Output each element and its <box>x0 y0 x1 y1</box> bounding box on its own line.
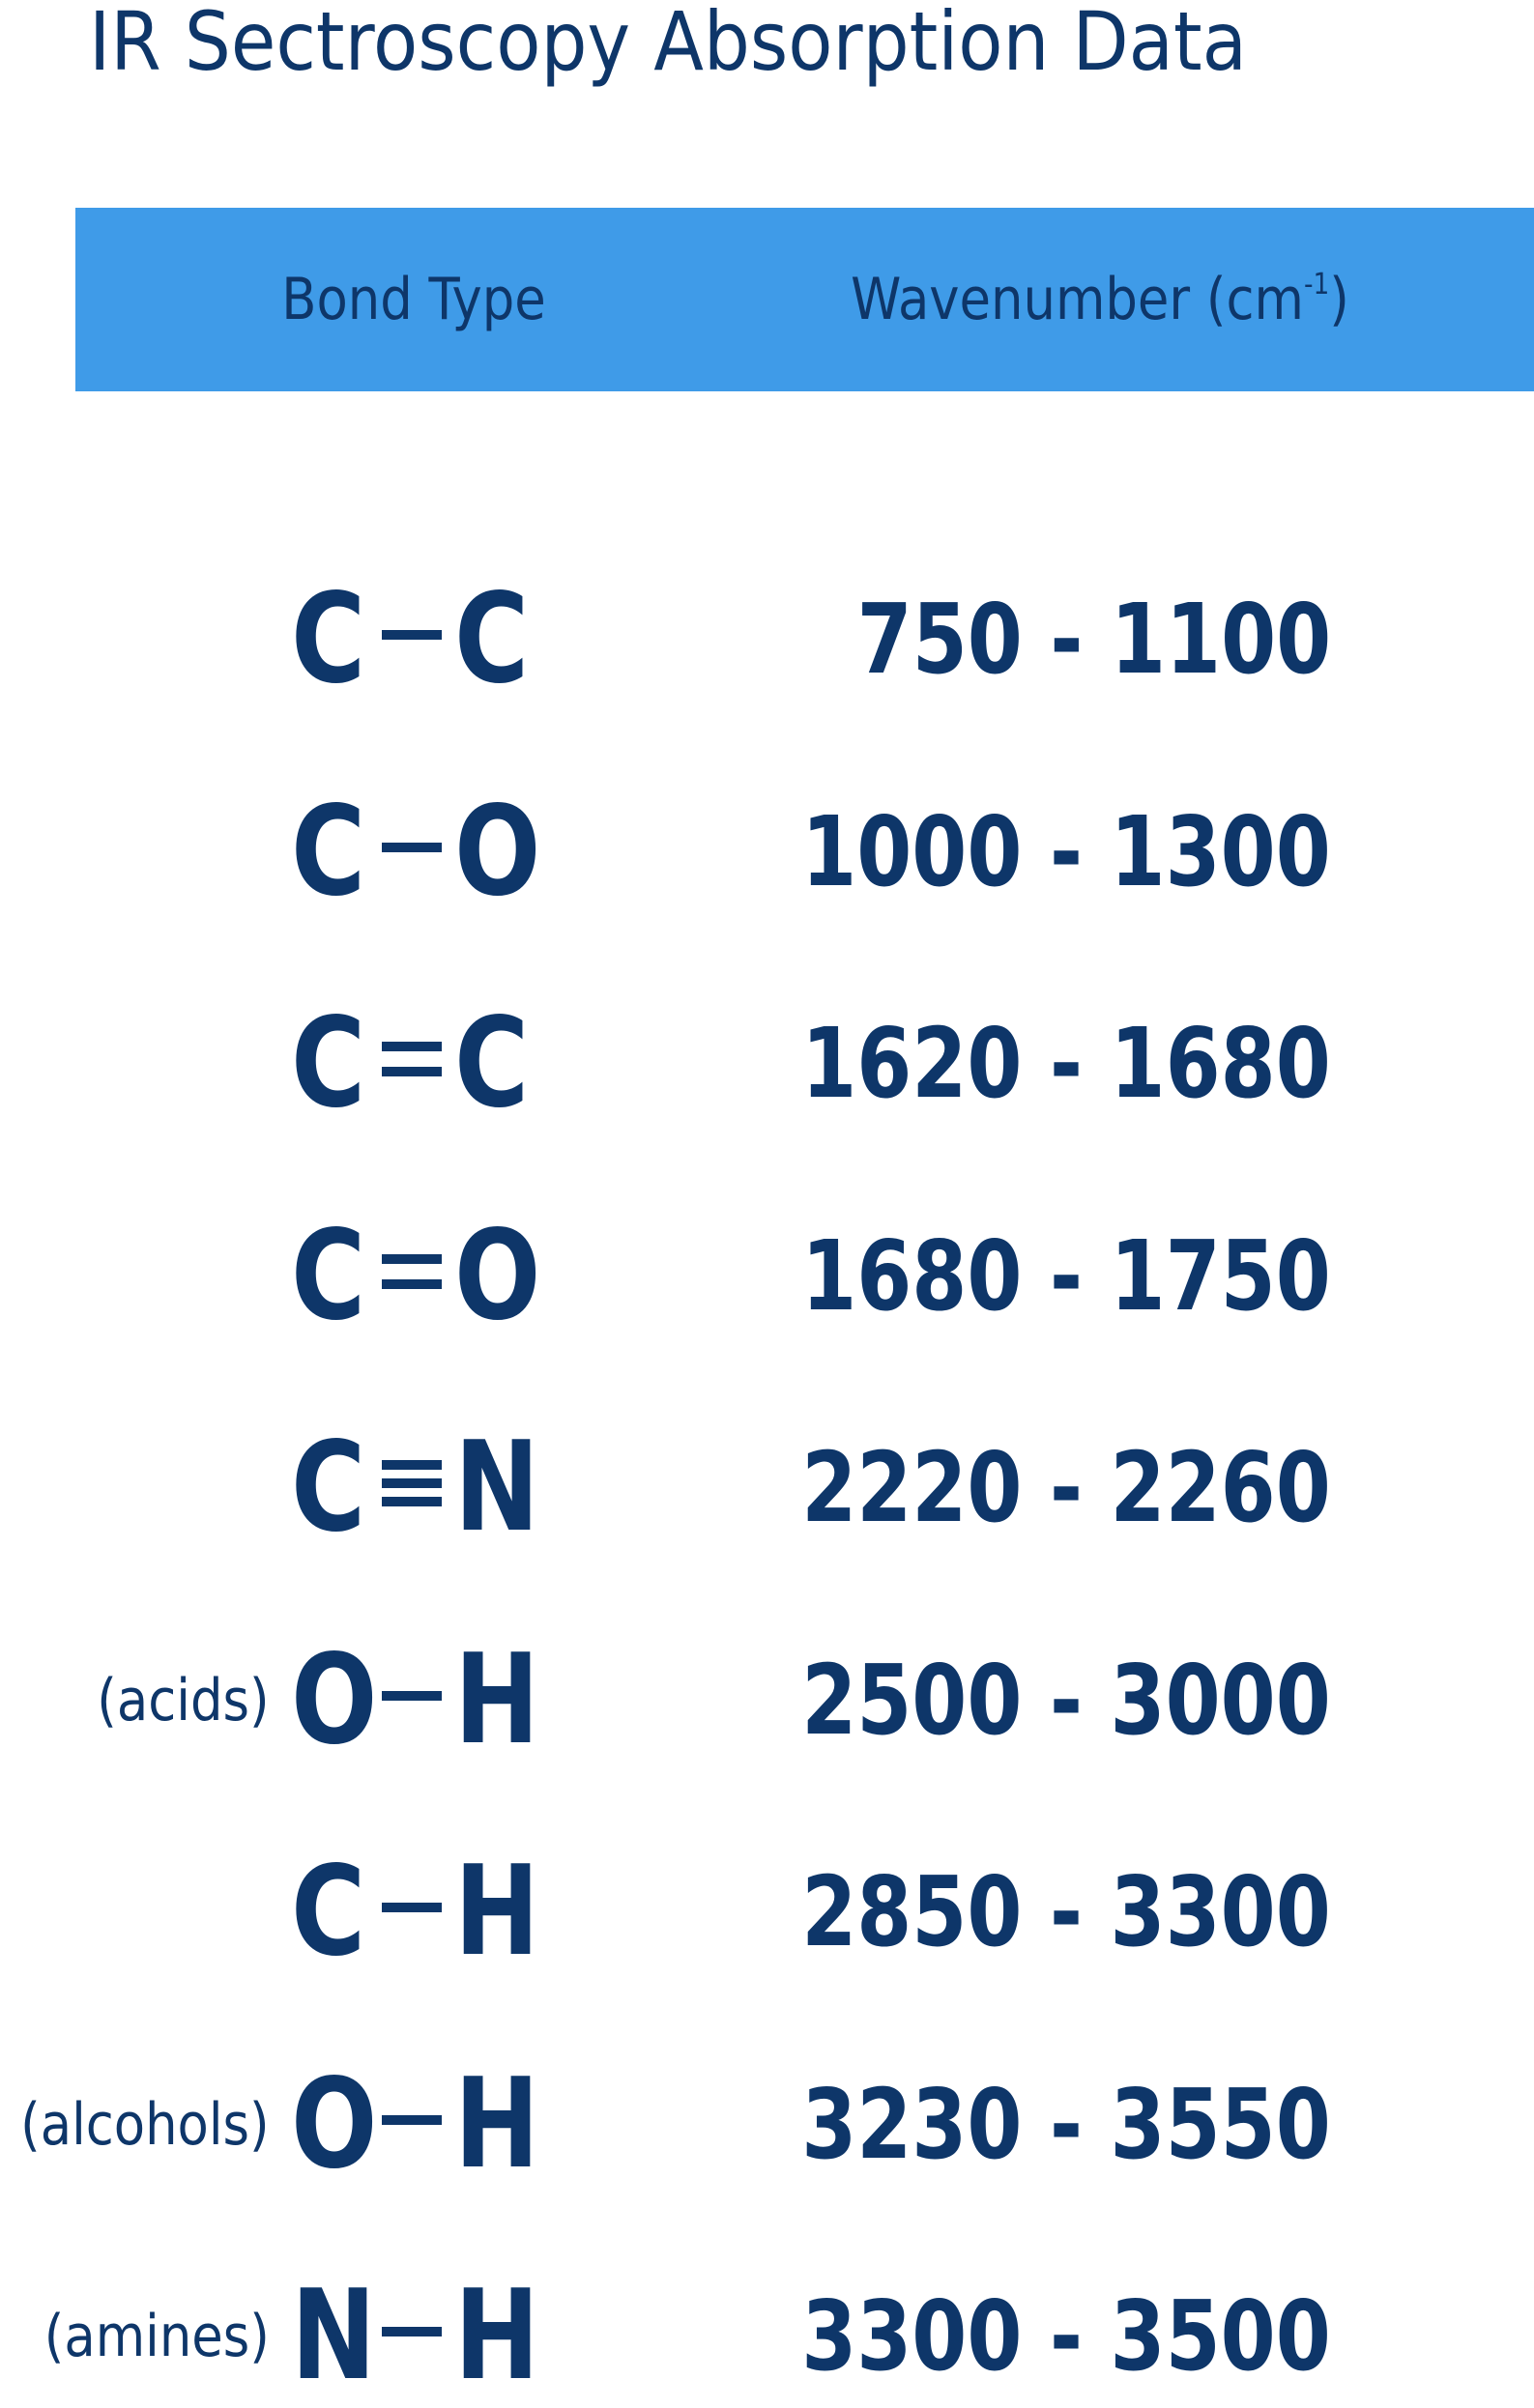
wavenumber-range: 2850 - 3300 <box>801 1855 1331 1968</box>
atom-2: O <box>454 779 541 924</box>
atom-1: C <box>291 1203 366 1348</box>
bond-single-icon <box>382 572 442 707</box>
table-row: C O 1680 - 1750 <box>0 1203 1534 1348</box>
wavenumber-range: 2500 - 3000 <box>801 1643 1331 1757</box>
bond-line <box>382 842 442 852</box>
atom-2: O <box>454 1203 541 1348</box>
bond-note: (alcohols) <box>20 2090 270 2159</box>
atom-1: N <box>291 2264 376 2408</box>
wavenumber-label: Wavenumber (cm <box>851 266 1304 333</box>
bond-line <box>382 1278 442 1289</box>
bond-line <box>382 1497 442 1506</box>
bond-line <box>382 1478 442 1488</box>
bond-line <box>382 1067 442 1076</box>
table-row: C O 1000 - 1300 <box>0 779 1534 924</box>
wavenumber-range: 1620 - 1680 <box>801 1007 1331 1120</box>
table-row: C C 1620 - 1680 <box>0 996 1534 1132</box>
table-header: Bond Type Wavenumber (cm-1) <box>75 208 1534 391</box>
bond-line <box>382 630 442 640</box>
bond-single-icon <box>382 2057 442 2193</box>
atom-2: C <box>454 567 530 711</box>
table-row: C N 2220 - 2260 <box>0 1420 1534 1556</box>
wavenumber-range: 3230 - 3550 <box>801 2067 1331 2181</box>
atom-2: C <box>454 991 530 1135</box>
bond-line <box>382 1253 442 1264</box>
wavenumber-range: 3300 - 3500 <box>801 2279 1331 2393</box>
wavenumber-range: 1680 - 1750 <box>801 1218 1331 1333</box>
wavenumber-range: 750 - 1100 <box>856 583 1331 696</box>
atom-1: C <box>291 1416 366 1560</box>
atom-2: H <box>454 2051 539 2196</box>
bond-line <box>382 2327 442 2336</box>
bond-single-icon <box>382 2269 442 2404</box>
wavenumber-unit-exponent: -1 <box>1303 268 1330 301</box>
bond-note: (acids) <box>97 1666 270 1734</box>
bond-double-icon <box>382 1209 442 1344</box>
bond-line <box>382 1903 442 1912</box>
atom-1: O <box>291 1627 378 1772</box>
atom-2: H <box>454 2264 539 2408</box>
bond-line <box>382 1690 442 1701</box>
bond-triple-icon <box>382 1420 442 1556</box>
table-row: (acids) O H 2500 - 3000 <box>0 1627 1534 1772</box>
bond-note: (amines) <box>43 2303 270 2370</box>
atom-2: H <box>454 1627 539 1772</box>
atom-1: C <box>291 991 366 1135</box>
table-row: C C 750 - 1100 <box>0 572 1534 707</box>
page-title: IR Sectroscopy Absorption Data <box>89 0 1247 89</box>
bond-single-icon <box>382 785 442 920</box>
column-header-wavenumber: Wavenumber (cm-1) <box>851 208 1349 391</box>
atom-1: O <box>291 2051 378 2196</box>
atom-2: H <box>454 1840 539 1984</box>
bond-line <box>382 2114 442 2125</box>
bond-single-icon <box>382 1633 442 1768</box>
atom-1: C <box>291 567 366 711</box>
wavenumber-range: 2220 - 2260 <box>801 1431 1331 1544</box>
bond-single-icon <box>382 1845 442 1980</box>
bond-double-icon <box>382 996 442 1132</box>
bond-line <box>382 1042 442 1051</box>
wavenumber-range: 1000 - 1300 <box>801 794 1331 908</box>
table-row: (amines) N H 3300 - 3500 <box>0 2269 1534 2404</box>
atom-2: N <box>454 1416 539 1560</box>
atom-1: C <box>291 779 366 924</box>
atom-1: C <box>291 1840 366 1984</box>
wavenumber-close-paren: ) <box>1329 266 1349 333</box>
bond-line <box>382 1460 442 1470</box>
column-header-bond-type: Bond Type <box>281 266 546 333</box>
table-row: (alcohols) O H 3230 - 3550 <box>0 2051 1534 2196</box>
table-row: C H 2850 - 3300 <box>0 1845 1534 1980</box>
